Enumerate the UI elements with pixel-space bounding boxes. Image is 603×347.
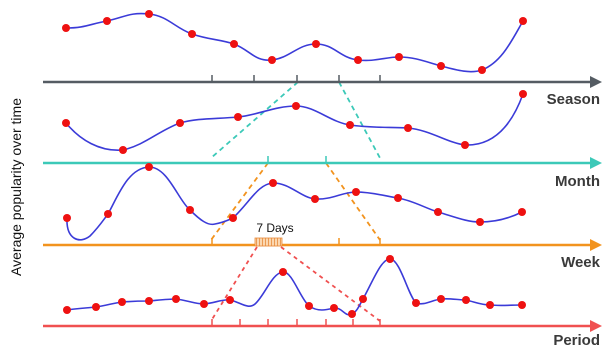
season-points (62, 10, 527, 74)
month-to-week-connectors (210, 162, 381, 241)
week-row: 7 Days Week (43, 163, 602, 271)
period-axis-arrow (590, 320, 602, 332)
week-points (63, 163, 526, 226)
week-label: Week (561, 254, 601, 271)
season-ticks (211, 75, 381, 82)
month-row: Month (43, 90, 602, 190)
week-axis-arrow (590, 239, 602, 251)
month-ticks (267, 156, 327, 163)
season-row: Season (43, 10, 602, 108)
season-to-month-connectors (210, 81, 381, 159)
seven-days-annotation: 7 Days (256, 221, 293, 235)
season-axis-arrow (590, 76, 602, 88)
week-ticks (211, 238, 381, 245)
week-to-period-connectors (210, 246, 381, 322)
month-axis-arrow (590, 157, 602, 169)
period-points (63, 255, 526, 318)
period-curve (66, 258, 523, 316)
y-axis-label: Average popularity over time (8, 98, 24, 276)
period-ticks (211, 319, 381, 326)
seven-days-window (254, 237, 283, 247)
season-label: Season (547, 91, 600, 108)
week-curve (66, 166, 523, 241)
month-label: Month (555, 173, 600, 190)
season-curve (65, 12, 524, 73)
month-points (62, 90, 527, 154)
period-label: Period (553, 332, 600, 347)
period-row: Period (43, 255, 602, 347)
